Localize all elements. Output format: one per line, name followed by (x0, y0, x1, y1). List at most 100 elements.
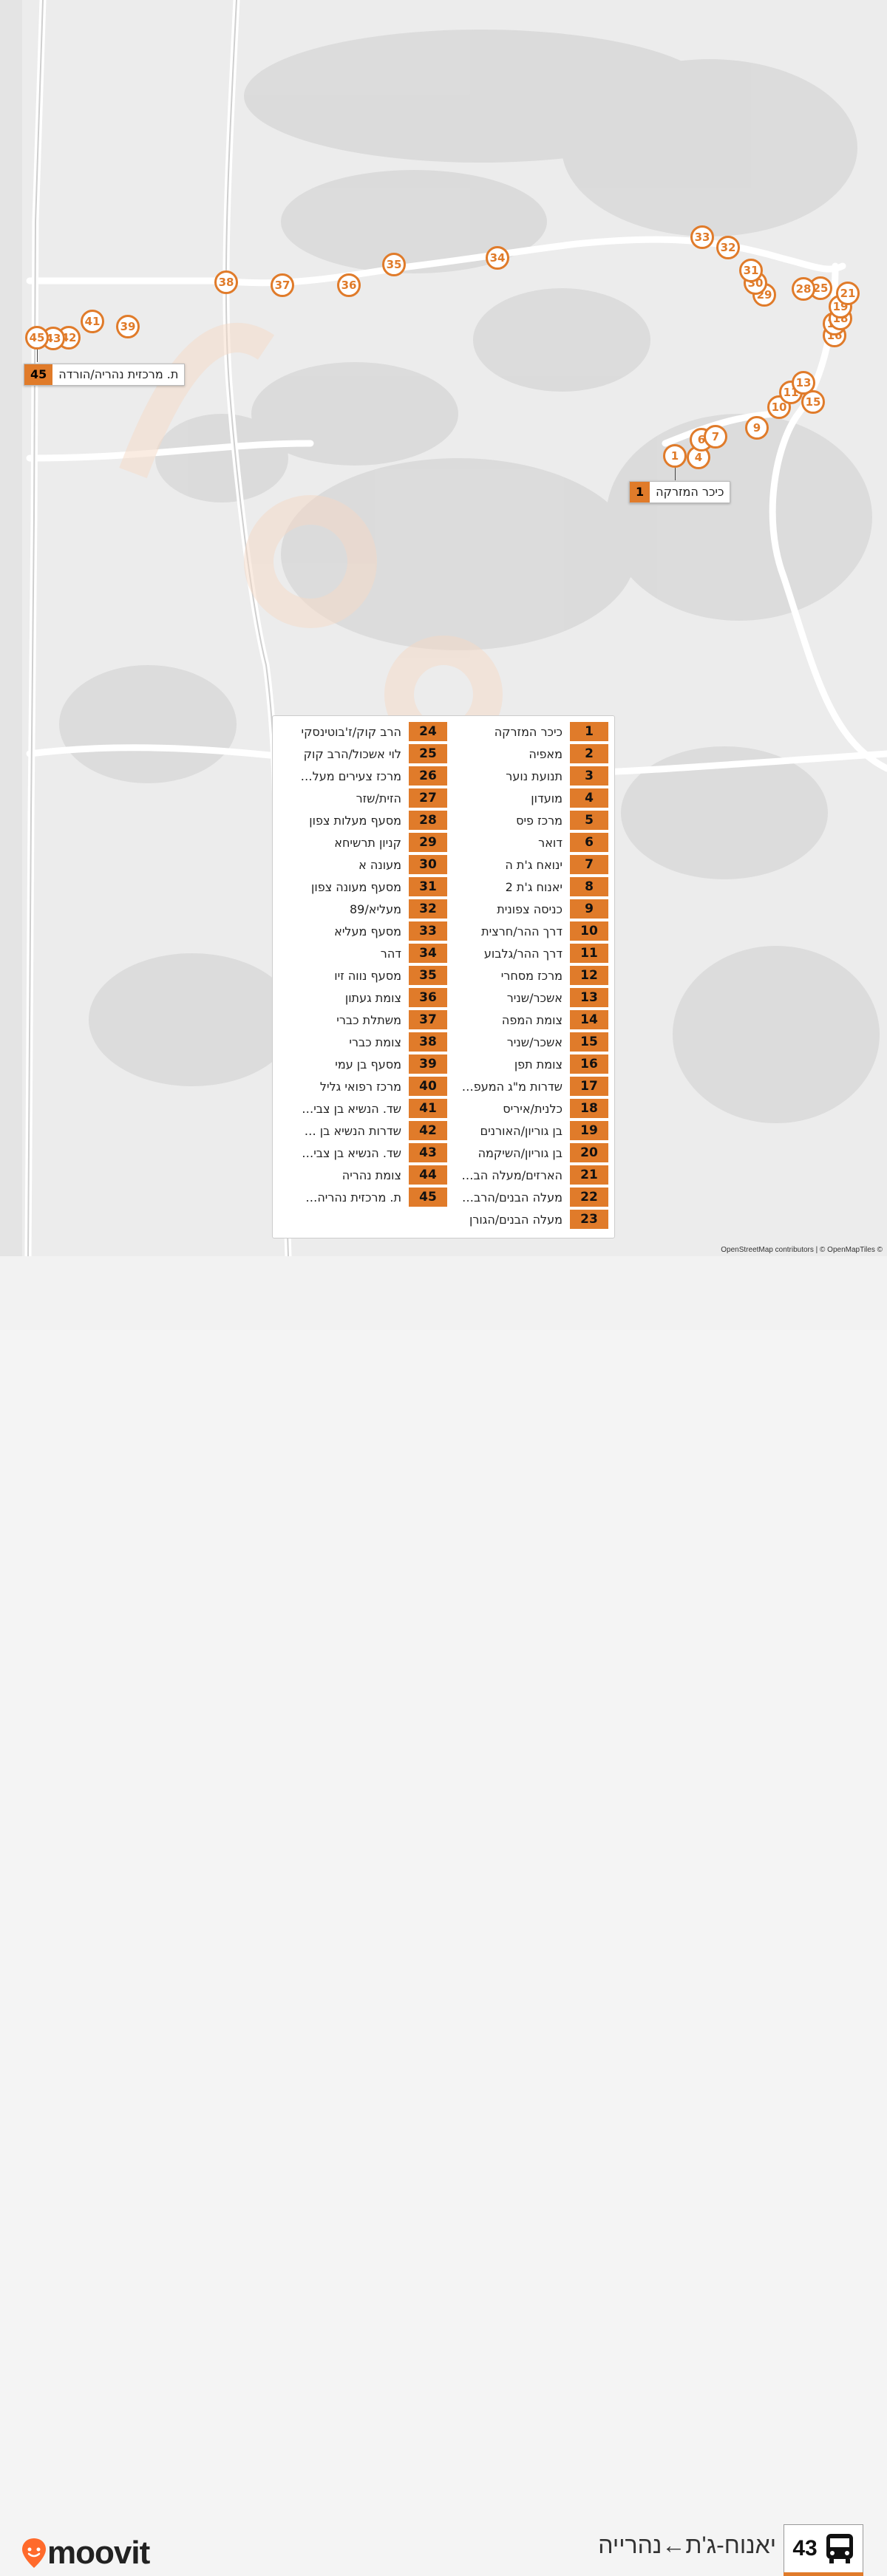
stop-name: שד. הנשיא בן צבי… (302, 1145, 401, 1160)
stop-name: צומת תפן (514, 1057, 563, 1071)
stop-list-item[interactable]: 1 כיכר המזרקה (452, 722, 608, 741)
end-pin-line (37, 340, 38, 362)
stop-marker[interactable]: 37 (271, 273, 294, 297)
stop-number: 14 (570, 1010, 608, 1029)
stop-list-item[interactable]: 14 צומת המפה (452, 1010, 608, 1029)
stop-name: מאפיה (529, 746, 563, 761)
stop-list-item[interactable]: 40 מרכז רפואי גליל (290, 1077, 447, 1096)
stop-list-item[interactable]: 30 מעונה א (290, 855, 447, 874)
stop-list-item[interactable]: 38 צומת כברי (290, 1032, 447, 1052)
stop-list-item[interactable]: 41 שד. הנשיא בן צבי… (290, 1099, 447, 1118)
stop-list-item[interactable]: 3 תנועת נוער (452, 766, 608, 786)
stop-marker[interactable]: 1 (663, 444, 687, 468)
stop-marker[interactable]: 33 (690, 225, 714, 249)
stop-list-item[interactable]: 27 הזית/שזר (290, 788, 447, 808)
stop-marker[interactable]: 31 (739, 259, 763, 282)
stop-marker[interactable]: 28 (792, 277, 815, 301)
stop-list-item[interactable]: 35 מסעף נווה זיו (290, 966, 447, 985)
stop-list-item[interactable]: 31 מסעף מעונה צפון (290, 877, 447, 896)
stop-name: מסעף בן עמי (335, 1057, 401, 1071)
stop-name: כיכר המזרקה (494, 724, 563, 739)
stop-marker[interactable]: 43 (41, 327, 65, 350)
stop-list-item[interactable]: 20 בן גוריון/השיקמה (452, 1143, 608, 1162)
stop-list-item[interactable]: 34 דהר (290, 944, 447, 963)
stop-marker[interactable]: 32 (716, 236, 740, 259)
stop-marker[interactable]: 36 (337, 273, 361, 297)
stop-list-item[interactable]: 43 שד. הנשיא בן צבי… (290, 1143, 447, 1162)
stop-name: ת. מרכזית נהריה… (305, 1190, 401, 1204)
start-stop-number: 1 (630, 482, 650, 502)
stop-name: בן גוריון/האורנים (480, 1123, 563, 1138)
stop-name: הרב קוק/ז'בוטינסקי (301, 724, 402, 739)
stop-list-item[interactable]: 19 בן גוריון/האורנים (452, 1121, 608, 1140)
stop-list-item[interactable]: 2 מאפיה (452, 744, 608, 763)
stop-list-item[interactable]: 11 דרך ההר/גלבוע (452, 944, 608, 963)
stop-name: מסעף מעליא (334, 924, 401, 938)
stop-name: אשכר/שניר (506, 990, 563, 1005)
stop-marker[interactable]: 38 (214, 270, 238, 294)
stops-list-panel: 1 כיכר המזרקה 2 מאפיה 3 תנועת נוער 4 מועדון 5 מרכ… (272, 715, 615, 1238)
stop-number: 9 (570, 899, 608, 919)
stop-list-item[interactable]: 13 אשכר/שניר (452, 988, 608, 1007)
stop-list-item[interactable]: 36 צומת געתון (290, 988, 447, 1007)
end-stop-callout[interactable]: 45 ת. מרכזית נהריה/הורדה (24, 364, 186, 386)
stop-number: 11 (570, 944, 608, 963)
stop-marker[interactable]: 15 (801, 390, 825, 414)
stop-marker[interactable]: 41 (81, 310, 104, 333)
stop-list-item[interactable]: 39 מסעף בן עמי (290, 1054, 447, 1074)
start-stop-callout[interactable]: 1 כיכר המזרקה (629, 481, 731, 503)
stop-marker[interactable]: 34 (486, 246, 509, 270)
stop-name: צומת נהריה (341, 1168, 401, 1182)
stop-marker[interactable]: 35 (382, 253, 406, 276)
stop-name: מסעף מעלות צפון (309, 813, 401, 828)
stop-list-item[interactable]: 32 מעליא/89 (290, 899, 447, 919)
location-pin-icon (22, 2538, 46, 2568)
stop-list-item[interactable]: 21 הארזים/מעלה הב… (452, 1165, 608, 1185)
stop-list-item[interactable]: 12 מרכז מסחרי (452, 966, 608, 985)
route-badge-accent (784, 2572, 863, 2576)
stop-list-item[interactable]: 16 צומת תפן (452, 1054, 608, 1074)
stop-name: מעונה א (358, 857, 401, 872)
stop-list-item[interactable]: 26 מרכז צעירים מעל… (290, 766, 447, 786)
route-map[interactable]: 1467910111315161718192125282930313233343… (0, 0, 887, 1256)
stop-list-item[interactable]: 29 קניון תרשיחא (290, 833, 447, 852)
stop-name: משתלת כברי (336, 1012, 401, 1027)
stop-number: 22 (570, 1188, 608, 1207)
stop-list-item[interactable]: 10 דרך ההר/חרצית (452, 921, 608, 941)
stop-list-item[interactable]: 15 אשכר/שניר (452, 1032, 608, 1052)
stop-name: צומת געתון (344, 990, 401, 1005)
stop-list-item[interactable]: 37 משתלת כברי (290, 1010, 447, 1029)
stop-list-item[interactable]: 45 ת. מרכזית נהריה… (290, 1188, 447, 1207)
stop-list-item[interactable]: 28 מסעף מעלות צפון (290, 811, 447, 830)
stop-list-item[interactable]: 5 מרכז פיס (452, 811, 608, 830)
stop-list-item[interactable]: 23 מעלה הבנים/הגורן (452, 1210, 608, 1229)
stop-name: מרכז פיס (516, 813, 563, 828)
map-attribution[interactable]: OpenStreetMap contributors | © OpenMapTi… (721, 1246, 883, 1254)
stop-name: קניון תרשיחא (334, 835, 401, 850)
stop-list-item[interactable]: 4 מועדון (452, 788, 608, 808)
stop-list-item[interactable]: 22 מעלה הבנים/הרב… (452, 1188, 608, 1207)
stop-list-item[interactable]: 8 יאנוח ג'ת 2 (452, 877, 608, 896)
stop-number: 35 (409, 966, 447, 985)
stop-name: שדרות מ"ג המעפ… (461, 1079, 563, 1094)
stop-marker[interactable]: 9 (745, 416, 769, 440)
stop-number: 25 (409, 744, 447, 763)
stop-list-item[interactable]: 7 ינואח ג'ת ה (452, 855, 608, 874)
stop-name: תנועת נוער (506, 769, 563, 783)
stop-list-item[interactable]: 44 צומת נהריה (290, 1165, 447, 1185)
stop-list-item[interactable]: 42 שדרות הנשיא בן … (290, 1121, 447, 1140)
stop-marker[interactable]: 21 (836, 282, 860, 305)
stop-marker[interactable]: 7 (704, 425, 727, 449)
moovit-logo[interactable]: moovit (21, 2535, 150, 2572)
stop-list-item[interactable]: 25 לוי אשכול/הרב קוק (290, 744, 447, 763)
route-badge: 43 (784, 2524, 863, 2576)
stop-list-item[interactable]: 17 שדרות מ"ג המעפ… (452, 1077, 608, 1096)
stop-list-item[interactable]: 9 כניסה צפונית (452, 899, 608, 919)
stop-list-item[interactable]: 18 כלנית/איריס (452, 1099, 608, 1118)
stop-list-item[interactable]: 6 דואר (452, 833, 608, 852)
stop-number: 26 (409, 766, 447, 786)
stop-list-item[interactable]: 33 מסעף מעליא (290, 921, 447, 941)
stop-list-item[interactable]: 24 הרב קוק/ז'בוטינסקי (290, 722, 447, 741)
stop-marker[interactable]: 39 (116, 315, 140, 338)
stop-marker[interactable]: 45 (25, 326, 49, 350)
